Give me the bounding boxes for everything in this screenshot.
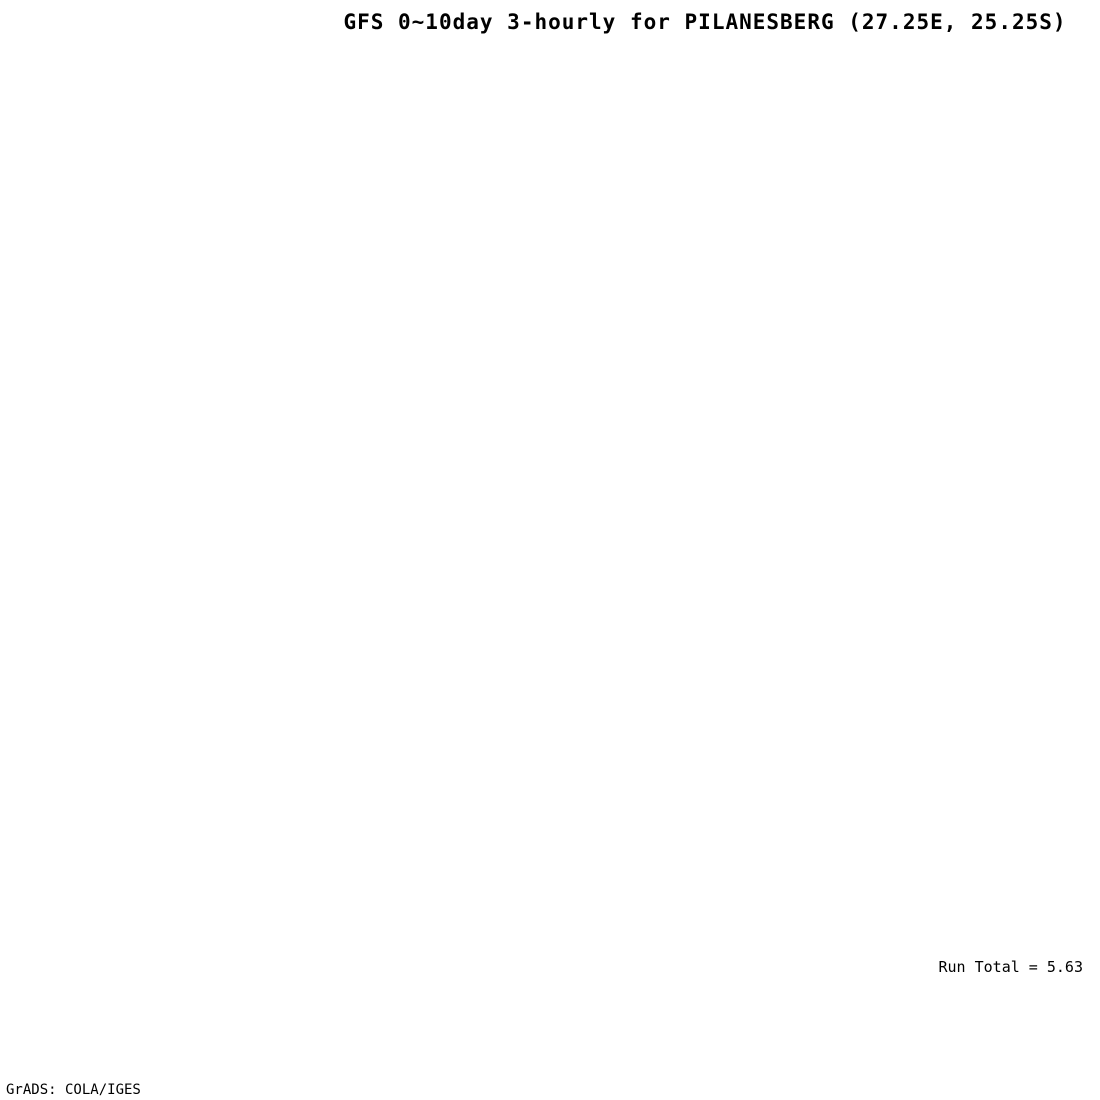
page-title: GFS 0~10day 3-hourly for PILANESBERG (27… <box>343 10 1067 34</box>
run-total-annotation: Run Total = 5.63 <box>938 958 1084 976</box>
grads-credit: GrADS: COLA/IGES <box>6 1082 141 1098</box>
